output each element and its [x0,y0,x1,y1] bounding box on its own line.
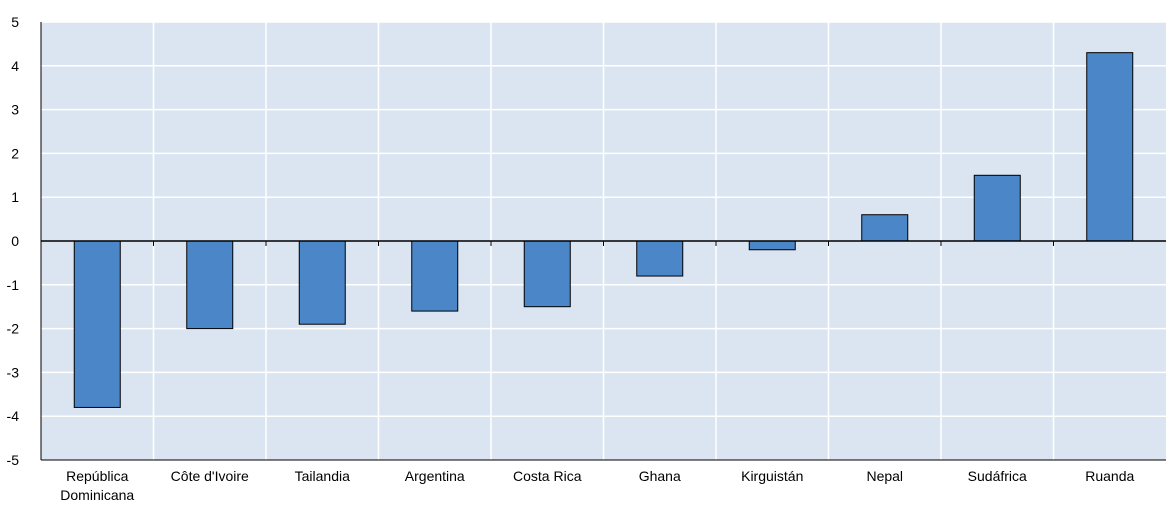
y-tick-label: -4 [7,408,20,424]
y-tick-label: -2 [7,321,20,337]
bar [186,240,234,330]
bar [523,240,571,308]
x-category-label: República Dominicana [60,468,134,503]
x-category-label: Nepal [866,468,903,484]
x-category-label-line: Ruanda [1085,468,1134,484]
x-category-label: Costa Rica [513,468,582,484]
bar [298,240,346,325]
bar [636,240,684,277]
x-category-label-line: Nepal [866,468,903,484]
x-category-label-line: Ghana [639,468,681,484]
y-tick-label: 4 [11,58,19,74]
x-category-label-line: Argentina [405,468,465,484]
x-category-label-line: Côte d'Ivoire [171,468,249,484]
y-tick-label: -5 [7,452,20,468]
bar [1086,52,1134,242]
y-tick-label: 3 [11,102,19,118]
bar [861,214,909,242]
x-category-label: Côte d'Ivoire [171,468,249,484]
bar [973,174,1021,242]
x-category-label: Ruanda [1085,468,1134,484]
x-category-label-line: Kirguistán [741,468,803,484]
y-tick-label: 0 [11,233,19,249]
x-category-label-line: República [66,468,128,484]
x-category-label: Kirguistán [741,468,803,484]
bar [411,240,459,312]
x-category-label-line: Tailandia [295,468,350,484]
y-tick-label: 2 [11,145,19,161]
y-tick-label: 1 [11,189,19,205]
y-tick-label: 5 [11,14,19,30]
bar [73,240,121,408]
x-category-label-line: Costa Rica [513,468,582,484]
x-category-label: Argentina [405,468,465,484]
y-tick-label: -3 [7,364,20,380]
x-category-label: Tailandia [295,468,350,484]
x-category-label: Ghana [639,468,681,484]
bar [748,240,796,251]
x-category-label-line: Dominicana [60,487,134,503]
x-category-label: Sudáfrica [968,468,1027,484]
x-category-label-line: Sudáfrica [968,468,1027,484]
y-tick-label: -1 [7,277,20,293]
